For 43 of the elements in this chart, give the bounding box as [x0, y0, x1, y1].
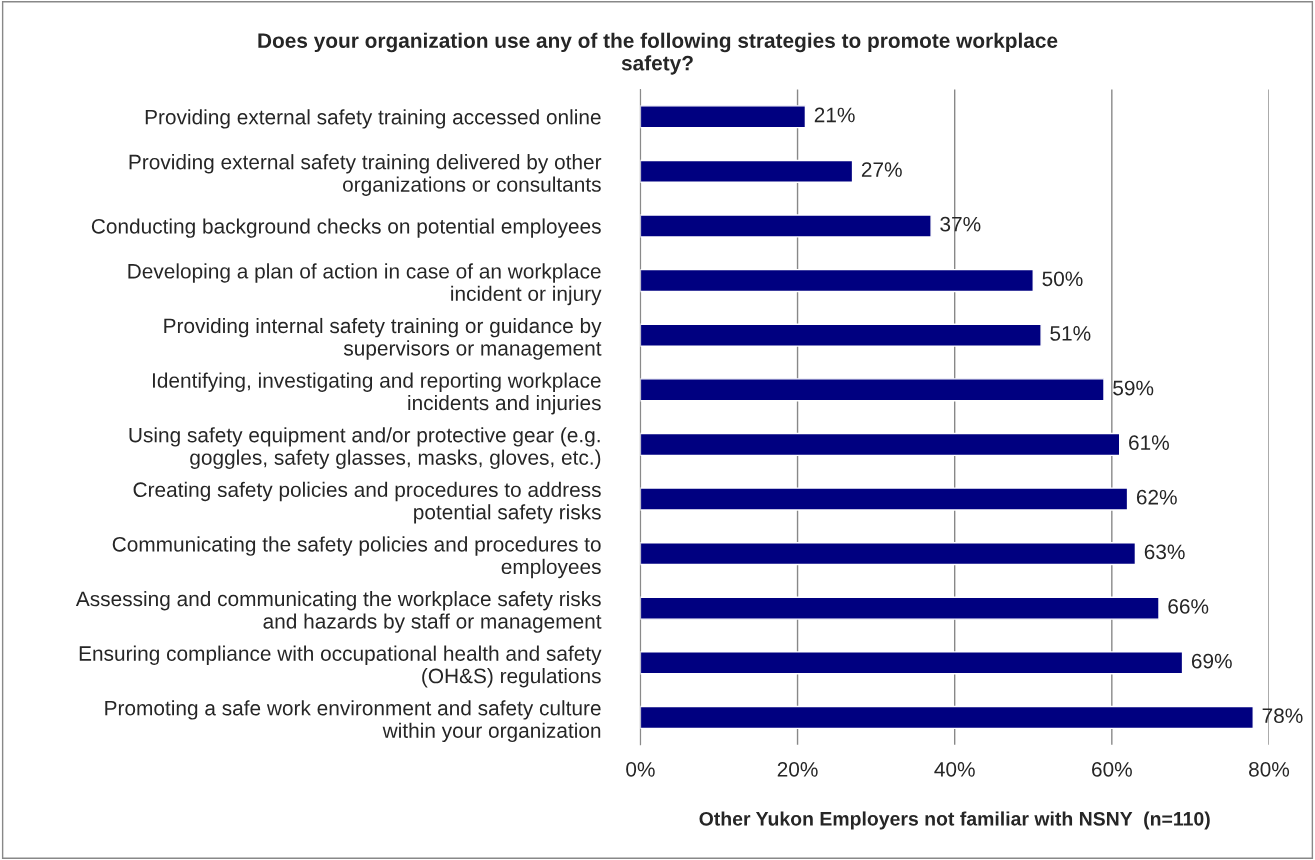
bar — [640, 214, 932, 238]
bar — [640, 596, 1160, 620]
bar — [640, 487, 1129, 511]
data-label: 27% — [861, 162, 902, 177]
bar — [640, 268, 1034, 293]
y-tick-label: Developing a plan of action in case of an workplace incident or injury — [128, 263, 602, 306]
data-label: 59% — [1113, 380, 1154, 396]
chart-title: Does your organization use any of the following strategies to promote workplace safety? — [258, 32, 1058, 75]
x-tick-label: 40% — [934, 761, 975, 777]
data-label: 21% — [814, 107, 855, 123]
y-tick-label: Conducting background checks on potential employees — [91, 218, 601, 238]
bar — [640, 323, 1042, 347]
y-tick-label: Ensuring compliance with occupational health and safety (OH&S) regulations — [79, 645, 602, 688]
bar — [640, 105, 807, 129]
data-label: 78% — [1262, 708, 1303, 724]
x-tick-label: 0% — [626, 761, 655, 777]
bar — [640, 432, 1121, 457]
bar — [640, 159, 854, 183]
y-tick-label: Identifying, investigating and reporting workplace incidents and injuries — [152, 372, 601, 415]
data-label: 62% — [1136, 489, 1177, 505]
data-label: 66% — [1168, 599, 1209, 614]
y-tick-label: Promoting a safe work environment and safety culture within your organization — [105, 700, 601, 743]
data-label: 61% — [1129, 435, 1169, 450]
data-label: 69% — [1191, 653, 1232, 669]
y-tick-label: Providing internal safety training or guidance by supervisors or management — [164, 317, 602, 360]
data-label: 51% — [1050, 326, 1091, 341]
y-tick-label: Communicating the safety policies and procedures to employees — [112, 536, 601, 579]
y-tick-label: Creating safety policies and procedures to address potential safety risks — [133, 481, 601, 524]
bar — [640, 378, 1105, 402]
data-label: 37% — [940, 216, 981, 232]
bar — [640, 705, 1254, 730]
bar — [640, 542, 1137, 566]
data-label: 63% — [1144, 544, 1185, 560]
x-tick-label: 60% — [1092, 761, 1132, 777]
x-axis-title: Other Yukon Employers not familiar with NSNY (n=110) — [699, 811, 1210, 830]
y-tick-label: Providing external safety training accessed online — [145, 109, 601, 129]
x-tick-label: 80% — [1249, 761, 1290, 777]
y-tick-label: Using safety equipment and/or protective gear (e.g. goggles, safety glasses, masks, gloves, etc.) — [129, 427, 601, 470]
bar — [640, 651, 1184, 675]
y-tick-label: Providing external safety training delivered by other organizations or consultants — [129, 154, 602, 196]
data-label: 50% — [1042, 271, 1083, 287]
x-tick-label: 20% — [777, 761, 818, 777]
y-tick-label: Assessing and communicating the workplace safety risks and hazards by staff or management — [75, 590, 602, 633]
